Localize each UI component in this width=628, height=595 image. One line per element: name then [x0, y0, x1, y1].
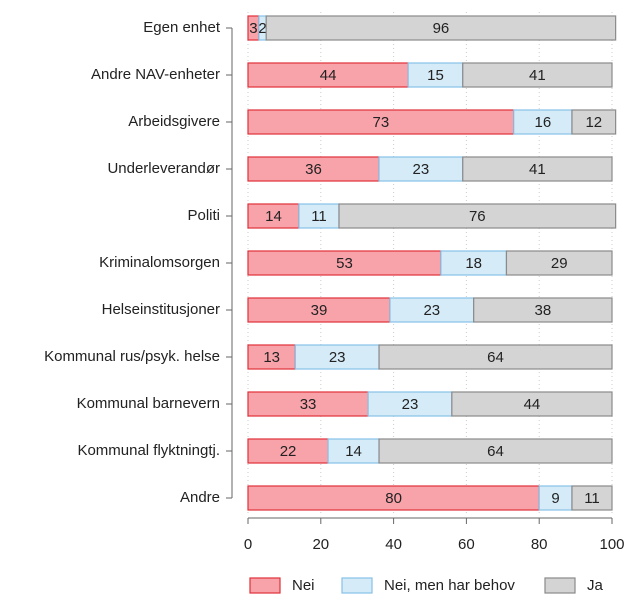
value-label: 53	[336, 255, 353, 272]
bar-segment	[247, 438, 329, 464]
y-tick-label: Helseinstitusjoner	[102, 301, 220, 318]
x-tick-label: 60	[458, 536, 475, 553]
bar-segment	[571, 109, 617, 135]
x-tick-label: 80	[531, 536, 548, 553]
bar-segment	[571, 485, 613, 511]
bar-segment	[513, 109, 573, 135]
value-label: 23	[329, 349, 346, 366]
value-label: 14	[345, 443, 362, 460]
bar-segment	[440, 250, 508, 276]
value-label: 96	[433, 20, 450, 37]
x-tick-label: 20	[312, 536, 329, 553]
bar-segment	[265, 15, 617, 41]
bar-segment	[473, 297, 613, 323]
bar-segment	[462, 62, 613, 88]
value-label: 18	[465, 255, 482, 272]
bar-segment	[247, 344, 296, 370]
y-tick-label: Politi	[187, 207, 220, 224]
legend-swatch	[341, 577, 373, 594]
bar-segment	[247, 62, 409, 88]
value-label: 3	[249, 20, 257, 37]
bar-segment	[247, 109, 515, 135]
value-label: 41	[529, 67, 546, 84]
y-tick-label: Arbeidsgivere	[128, 113, 220, 130]
y-tick-label: Egen enhet	[143, 19, 221, 36]
value-label: 16	[534, 114, 551, 131]
value-label: 64	[487, 349, 504, 366]
bar-segment	[505, 250, 613, 276]
value-label: 11	[584, 490, 600, 507]
value-label: 12	[585, 114, 602, 131]
bar-segment	[407, 62, 464, 88]
value-label: 23	[402, 396, 419, 413]
bar-segment	[247, 156, 380, 182]
bar-segment	[298, 203, 340, 229]
x-tick-label: 0	[244, 536, 252, 553]
legend-swatch	[544, 577, 576, 594]
bar-segment	[247, 297, 391, 323]
value-label: 11	[311, 208, 327, 225]
legend-label: Nei	[292, 577, 315, 594]
value-label: 23	[413, 161, 430, 178]
value-label: 15	[427, 67, 444, 84]
value-label: 44	[320, 67, 337, 84]
legend-swatch	[249, 577, 281, 594]
value-label: 29	[551, 255, 568, 272]
bar-segment	[462, 156, 613, 182]
bar-segment	[378, 438, 613, 464]
bar-segment	[451, 391, 613, 417]
bar-segment	[247, 250, 442, 276]
y-tick-label: Kriminalomsorgen	[99, 254, 220, 271]
legend-label: Ja	[587, 577, 604, 594]
value-label: 38	[534, 302, 551, 319]
x-tick-label: 40	[385, 536, 402, 553]
value-label: 9	[551, 490, 559, 507]
y-tick-label: Kommunal flyktningtj.	[77, 442, 220, 459]
value-label: 44	[524, 396, 541, 413]
value-label: 36	[305, 161, 322, 178]
value-label: 22	[280, 443, 297, 460]
value-label: 23	[423, 302, 440, 319]
y-tick-label: Andre	[180, 489, 220, 506]
value-label: 14	[265, 208, 282, 225]
value-label: 39	[311, 302, 328, 319]
value-label: 33	[300, 396, 317, 413]
value-label: 73	[373, 114, 390, 131]
value-label: 41	[529, 161, 546, 178]
bar-segment	[378, 344, 613, 370]
x-tick-label: 100	[599, 536, 624, 553]
value-label: 64	[487, 443, 504, 460]
y-tick-label: Kommunal rus/psyk. helse	[44, 348, 220, 365]
value-label: 2	[258, 20, 266, 37]
value-label: 13	[263, 349, 280, 366]
value-label: 80	[385, 490, 402, 507]
y-tick-label: Underleverandør	[107, 160, 220, 177]
value-label: 76	[469, 208, 486, 225]
legend-label: Nei, men har behov	[384, 577, 515, 594]
y-tick-label: Andre NAV-enheter	[91, 66, 220, 83]
y-tick-label: Kommunal barnevern	[77, 395, 220, 412]
bar-segment	[338, 203, 617, 229]
